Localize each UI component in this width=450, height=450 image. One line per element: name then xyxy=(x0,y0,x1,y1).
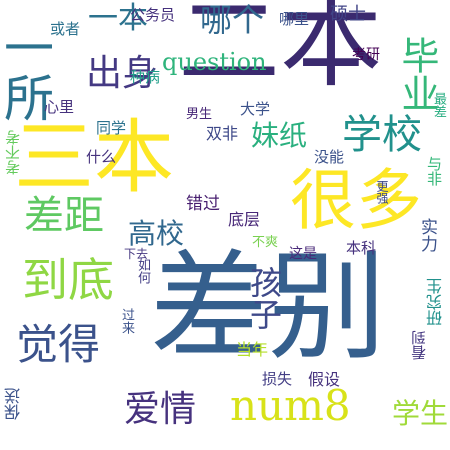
word-shenme: 什么 xyxy=(86,148,117,166)
word-sunshi: 损失 xyxy=(262,370,293,388)
word-benke: 本科 xyxy=(346,239,377,257)
word-yufei: 与非 xyxy=(425,156,443,186)
word-cuoguo: 错过 xyxy=(186,194,220,214)
word-baosong: 保送 xyxy=(4,388,23,420)
word-meineng: 没能 xyxy=(314,148,345,166)
word-shuoshi: 硕士 xyxy=(330,4,366,25)
word-huozhe: 或者 xyxy=(50,20,81,38)
word-kaoyan: 考研 xyxy=(352,47,380,63)
word-shuangfei: 双非 xyxy=(206,124,239,143)
word-zhongbing: 种病 xyxy=(130,68,161,86)
word-yiben: 一本 xyxy=(88,1,148,36)
word-yisuo: 一所 xyxy=(0,22,54,122)
word-xuesheng: 学生 xyxy=(392,397,449,430)
word-erben: 二本 xyxy=(178,0,382,102)
word-chabie: 差别 xyxy=(150,238,387,376)
word-xiaqu: 下去 xyxy=(124,247,149,261)
word-xuexiao: 学校 xyxy=(342,112,422,158)
word-shili: 实力 xyxy=(417,218,437,252)
word-kaobukao: 考不考 xyxy=(4,130,22,175)
word-yanjiusheng: 研究生 xyxy=(426,278,445,326)
word-daodi: 到底 xyxy=(22,253,114,307)
word-ruhe: 如何 xyxy=(135,258,150,284)
word-gongwuyuan: 公务员 xyxy=(130,6,176,24)
word-kandao: 看到 xyxy=(410,330,428,360)
word-jiashe: 假设 xyxy=(308,370,341,389)
word-nali: 哪里 xyxy=(279,10,310,28)
word-haizi: 孩子 xyxy=(245,266,283,330)
word-guolai: 过来 xyxy=(119,308,134,334)
word-bushuang: 不爽 xyxy=(252,235,279,250)
word-biye: 毕业 xyxy=(395,36,439,112)
word-tongxue: 同学 xyxy=(96,119,127,137)
word-gaoxiao: 高校 xyxy=(128,217,185,250)
word-diceng: 底层 xyxy=(228,210,261,229)
word-meizhi: 妹纸 xyxy=(251,119,308,152)
word-question: question xyxy=(162,48,267,76)
word-chaju: 差距 xyxy=(24,193,104,239)
word-dangnian: 当年 xyxy=(236,340,269,359)
word-henduo: 很多 xyxy=(290,162,422,239)
word-juede: 觉得 xyxy=(16,320,101,369)
word-chushen: 出身 xyxy=(86,53,159,94)
word-gengqiang: 更强 xyxy=(375,180,389,204)
word-aiqing: 爱情 xyxy=(124,389,197,430)
word-num8: num8 xyxy=(230,381,351,430)
word-nage: 哪个 xyxy=(200,1,265,39)
word-zuicha: 最差 xyxy=(431,92,446,118)
word-xinli: 心里 xyxy=(44,98,75,116)
word-daxue: 大学 xyxy=(240,100,271,118)
word-zheshi: 这是 xyxy=(289,246,317,262)
word-nansheng: 男生 xyxy=(186,107,213,122)
word-sanben: 三本 xyxy=(14,111,174,204)
